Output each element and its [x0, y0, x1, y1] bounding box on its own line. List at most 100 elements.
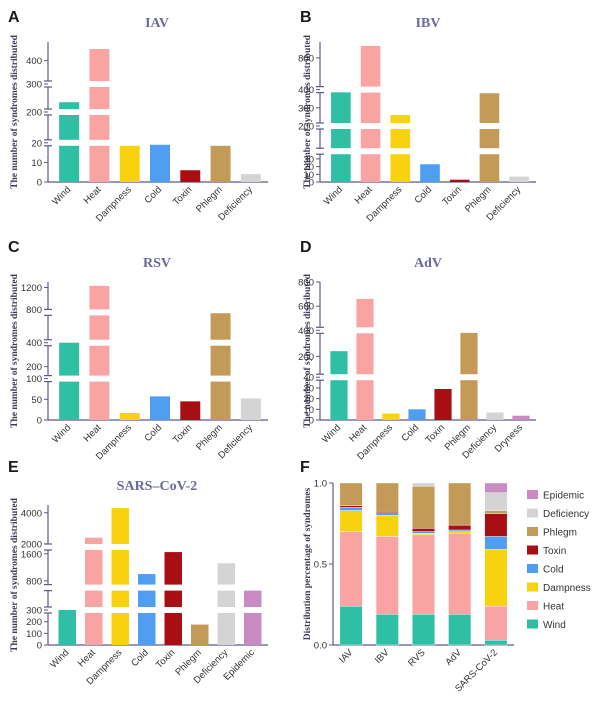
y-tick-label: 30 — [303, 383, 314, 394]
chart-title: AdV — [414, 256, 442, 271]
y-tick-label: 0 — [309, 178, 314, 189]
stack-segment-heat — [412, 534, 435, 615]
stack-segment-deficiency — [484, 492, 508, 511]
stack-segment-cold — [375, 513, 399, 516]
x-tick-label: Cold — [129, 647, 151, 669]
bar-epidemic — [244, 590, 262, 607]
bar-dampness — [119, 412, 140, 420]
bar-heat — [356, 333, 374, 375]
x-tick-label: Dryness — [493, 422, 526, 455]
y-tick-label: 400 — [26, 56, 42, 67]
bar-heat — [89, 115, 110, 140]
legend-swatch-wind — [527, 619, 538, 629]
bar-heat — [85, 550, 103, 585]
y-tick-label: 100 — [26, 374, 42, 385]
stack-segment-cold — [412, 531, 435, 534]
legend-label: Toxin — [543, 546, 566, 557]
bar-deficiency — [240, 398, 261, 420]
stack-segment-dampness — [375, 515, 399, 537]
stack-segment-wind — [339, 605, 363, 646]
x-tick-label: Heat — [353, 184, 375, 206]
y-tick-label: 0 — [37, 178, 42, 189]
panel-label-c: C — [8, 239, 20, 256]
bar-cold — [420, 164, 440, 182]
bar-deficiency — [240, 174, 261, 182]
stack-segment-phlegm — [484, 510, 508, 514]
bar-dryness — [512, 415, 530, 420]
chart-panel-b: IBV The number of syndromes distributed01… — [298, 16, 536, 224]
x-tick-label: Toxin — [154, 647, 177, 670]
bar-toxin — [180, 170, 201, 182]
y-tick-label: 400 — [298, 85, 314, 96]
stack-segment-cold — [484, 536, 508, 550]
bar-deficiency — [217, 590, 235, 607]
y-tick-label: 20 — [303, 394, 314, 405]
bar-cold — [138, 590, 156, 607]
y-tick-label: 1200 — [21, 283, 42, 294]
y-tick-label: 200 — [26, 617, 42, 628]
bar-heat — [89, 285, 110, 310]
bar-phlegm — [210, 381, 231, 420]
bar-heat — [89, 345, 110, 376]
x-tick-label: Heat — [82, 422, 104, 444]
bar-heat — [360, 129, 381, 149]
bar-dampness — [382, 413, 400, 420]
bar-dampness — [111, 508, 129, 544]
y-tick-label: 200 — [26, 362, 42, 373]
bar-heat — [356, 380, 374, 420]
y-tick-label: 0 — [309, 416, 314, 427]
chart-panel-d: AdV The number of syndromes distributed01… — [298, 256, 536, 462]
chart-panel-c: RSV The number of syndromes distributed 0 5… — [10, 256, 268, 462]
bar-epidemic — [244, 613, 262, 645]
legend-swatch-epidemic — [527, 490, 538, 499]
y-tick-label: 400 — [298, 326, 314, 337]
y-tick-label: 20 — [31, 138, 42, 149]
x-tick-label: IBV — [373, 647, 392, 666]
legend-swatch-cold — [527, 564, 538, 573]
bar-phlegm — [210, 145, 231, 182]
y-tick-label: 1.0 — [314, 479, 327, 490]
bar-dampness — [111, 590, 129, 607]
bar-wind — [59, 115, 80, 140]
x-tick-label: Cold — [143, 184, 165, 206]
bar-wind — [331, 129, 351, 149]
bar-phlegm — [479, 154, 500, 182]
y-tick-label: 100 — [26, 629, 42, 640]
bar-cold — [138, 613, 156, 645]
stack-segment-wind — [484, 639, 508, 646]
panel-label-a: A — [8, 9, 20, 26]
y-tick-label: 4000 — [21, 508, 42, 519]
bar-toxin — [164, 590, 182, 607]
bar-phlegm — [460, 380, 478, 420]
bar-cold — [150, 144, 170, 182]
bar-wind — [58, 610, 76, 645]
stack-segment-dampness — [339, 510, 363, 532]
bar-cold — [150, 396, 170, 420]
x-tick-label: Cold — [413, 184, 435, 206]
y-tick-label: 800 — [298, 53, 314, 64]
bar-heat — [89, 381, 110, 420]
stack-segment-phlegm — [412, 486, 435, 529]
panel-label-f: F — [300, 459, 310, 476]
y-tick-label: 600 — [298, 302, 314, 313]
y-tick-label: 0 — [37, 641, 42, 652]
x-tick-label: Wind — [48, 647, 71, 670]
bar-toxin — [434, 388, 452, 420]
chart-panel-a: IAV The number of syndromes distributed 0 1… — [10, 16, 268, 224]
bar-wind — [331, 154, 351, 182]
bar-phlegm — [191, 624, 209, 645]
bar-wind — [59, 145, 80, 182]
bar-wind — [330, 351, 348, 375]
bar-cold — [138, 574, 156, 585]
bar-toxin — [164, 613, 182, 645]
stack-segment-cold — [339, 507, 363, 511]
y-axis-label: The number of syndromes distributed — [10, 497, 20, 651]
legend-swatch-phlegm — [527, 527, 538, 536]
x-tick-label: Wind — [50, 422, 73, 445]
stack-segment-epidemic — [484, 482, 508, 493]
bar-heat — [85, 537, 103, 544]
stack-segment-phlegm — [375, 482, 399, 513]
y-tick-label: 0.0 — [314, 641, 327, 652]
stack-segment-wind — [448, 614, 472, 646]
